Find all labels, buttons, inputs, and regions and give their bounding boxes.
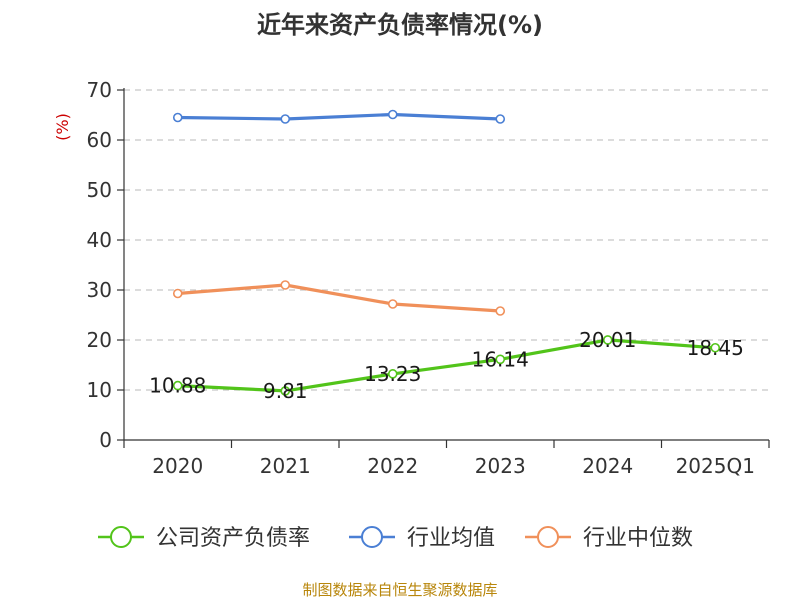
y-tick-label: 20 (87, 328, 112, 352)
data-point (602, 335, 613, 345)
data-label: 9.81 (263, 379, 308, 403)
data-point (387, 109, 398, 120)
series-line-0 (176, 338, 717, 393)
data-point (495, 114, 506, 124)
data-point (710, 342, 721, 353)
data-point (172, 112, 183, 123)
data-point (387, 369, 398, 379)
data-label: 20.01 (579, 328, 636, 352)
legend-marker-circle (361, 526, 383, 548)
x-tick-label: 2023 (475, 454, 526, 478)
y-tick-label: 10 (87, 378, 112, 402)
data-point (387, 299, 398, 309)
x-tick-label: 2025Q1 (676, 454, 755, 478)
chart-title: 近年来资产负债率情况(%) (257, 11, 543, 39)
data-point (172, 380, 183, 391)
series-line-1 (176, 112, 502, 121)
x-tick-label: 2022 (367, 454, 418, 478)
series-line-2 (176, 283, 502, 313)
y-axis-label: (%) (53, 113, 72, 141)
data-point (280, 386, 291, 396)
legend-marker-circle (537, 526, 559, 548)
data-label: 18.45 (687, 336, 744, 360)
data-point (495, 354, 506, 365)
x-tick-label: 2024 (582, 454, 633, 478)
source-note: 制图数据来自恒生聚源数据库 (302, 581, 497, 599)
legend-label: 行业中位数 (583, 526, 693, 551)
y-tick-label: 30 (87, 278, 112, 302)
data-point (280, 114, 291, 124)
data-point (172, 288, 183, 299)
legend: 公司资产负债率 行业均值 行业中位数 (98, 526, 693, 551)
data-point (280, 280, 291, 290)
x-tick-label: 2021 (260, 454, 311, 478)
y-tick-label: 70 (87, 78, 112, 102)
data-point (495, 306, 506, 316)
y-tick-label: 0 (99, 428, 112, 452)
legend-marker-circle (110, 526, 132, 548)
gridlines (124, 89, 769, 391)
y-tick-label: 40 (87, 228, 112, 252)
y-tick-label: 50 (87, 178, 112, 202)
y-tick-label: 60 (87, 128, 112, 152)
data-label: 16.14 (472, 347, 529, 371)
data-label: 10.88 (149, 374, 206, 398)
legend-label: 行业均值 (407, 526, 495, 551)
x-tick-label: 2020 (152, 454, 203, 478)
series-layer: 10.88 9.81 13.23 16.14 20.01 18.45 (149, 109, 744, 403)
axes: 0 10 20 30 40 50 60 70 2020 2021 2022 2023 2024 2025Q… (87, 78, 770, 478)
data-label: 13.23 (364, 362, 421, 386)
legend-label: 公司资产负债率 (156, 526, 310, 551)
